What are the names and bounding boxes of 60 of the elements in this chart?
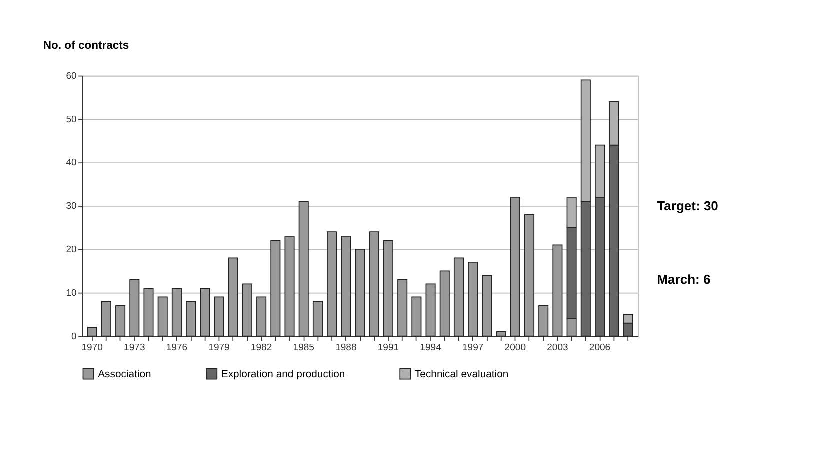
bar bbox=[312, 301, 323, 337]
bar bbox=[355, 249, 366, 337]
bar bbox=[144, 288, 154, 337]
y-tick-label: 40 bbox=[66, 158, 77, 169]
legend-label: Technical evaluation bbox=[414, 369, 509, 380]
bar bbox=[158, 296, 168, 337]
bar bbox=[270, 240, 281, 337]
bar bbox=[398, 279, 408, 337]
x-tick-label: 1985 bbox=[293, 342, 314, 354]
bar bbox=[440, 270, 450, 337]
bar bbox=[496, 332, 506, 337]
bar bbox=[524, 214, 535, 337]
bar bbox=[482, 275, 492, 337]
x-tick-label: 1988 bbox=[336, 342, 357, 354]
bar bbox=[256, 296, 267, 337]
y-tick-label: 0 bbox=[72, 331, 77, 342]
bar bbox=[214, 296, 224, 337]
x-tick-label: 1994 bbox=[420, 342, 442, 354]
bar bbox=[284, 236, 295, 337]
bar bbox=[383, 240, 394, 337]
x-tick-label: 2003 bbox=[547, 342, 568, 354]
bar bbox=[468, 262, 478, 337]
x-tick-label: 1997 bbox=[462, 342, 484, 354]
x-tick-label: 2000 bbox=[504, 342, 526, 354]
bar bbox=[510, 196, 520, 337]
bar bbox=[538, 305, 549, 337]
y-tick-label: 50 bbox=[66, 114, 77, 126]
x-tick-label: 1976 bbox=[166, 342, 188, 354]
x-tick-label: 1982 bbox=[250, 342, 272, 354]
text: Target: 30 bbox=[657, 198, 718, 214]
bar bbox=[454, 258, 464, 337]
x-tick-label: 1970 bbox=[82, 342, 103, 354]
bar bbox=[186, 301, 196, 337]
text: March: 6 bbox=[657, 272, 711, 288]
bar bbox=[412, 296, 422, 337]
bar bbox=[116, 305, 126, 337]
bar bbox=[327, 232, 338, 337]
legend-label: Association bbox=[98, 369, 152, 380]
y-tick-label: 60 bbox=[66, 70, 77, 82]
bar bbox=[87, 327, 98, 337]
legend-label: Exploration and production bbox=[221, 369, 346, 380]
bar bbox=[228, 258, 238, 337]
bar bbox=[298, 201, 309, 337]
bar bbox=[242, 284, 252, 337]
bar bbox=[552, 244, 563, 337]
y-tick-label: 10 bbox=[66, 288, 77, 299]
bar bbox=[200, 288, 210, 337]
y-tick-label: 20 bbox=[66, 244, 77, 256]
x-tick-label: 1991 bbox=[378, 342, 400, 354]
y-tick-label: 30 bbox=[66, 201, 77, 212]
bar bbox=[172, 288, 182, 337]
chart-title: No. of contracts bbox=[43, 40, 130, 52]
bar bbox=[426, 284, 436, 337]
x-tick-label: 1973 bbox=[124, 342, 146, 354]
x-tick-label: 2006 bbox=[589, 342, 611, 354]
bar bbox=[369, 232, 380, 337]
bar bbox=[130, 279, 140, 337]
bar bbox=[341, 236, 352, 337]
bar bbox=[101, 301, 112, 337]
x-tick-label: 1979 bbox=[208, 342, 230, 354]
